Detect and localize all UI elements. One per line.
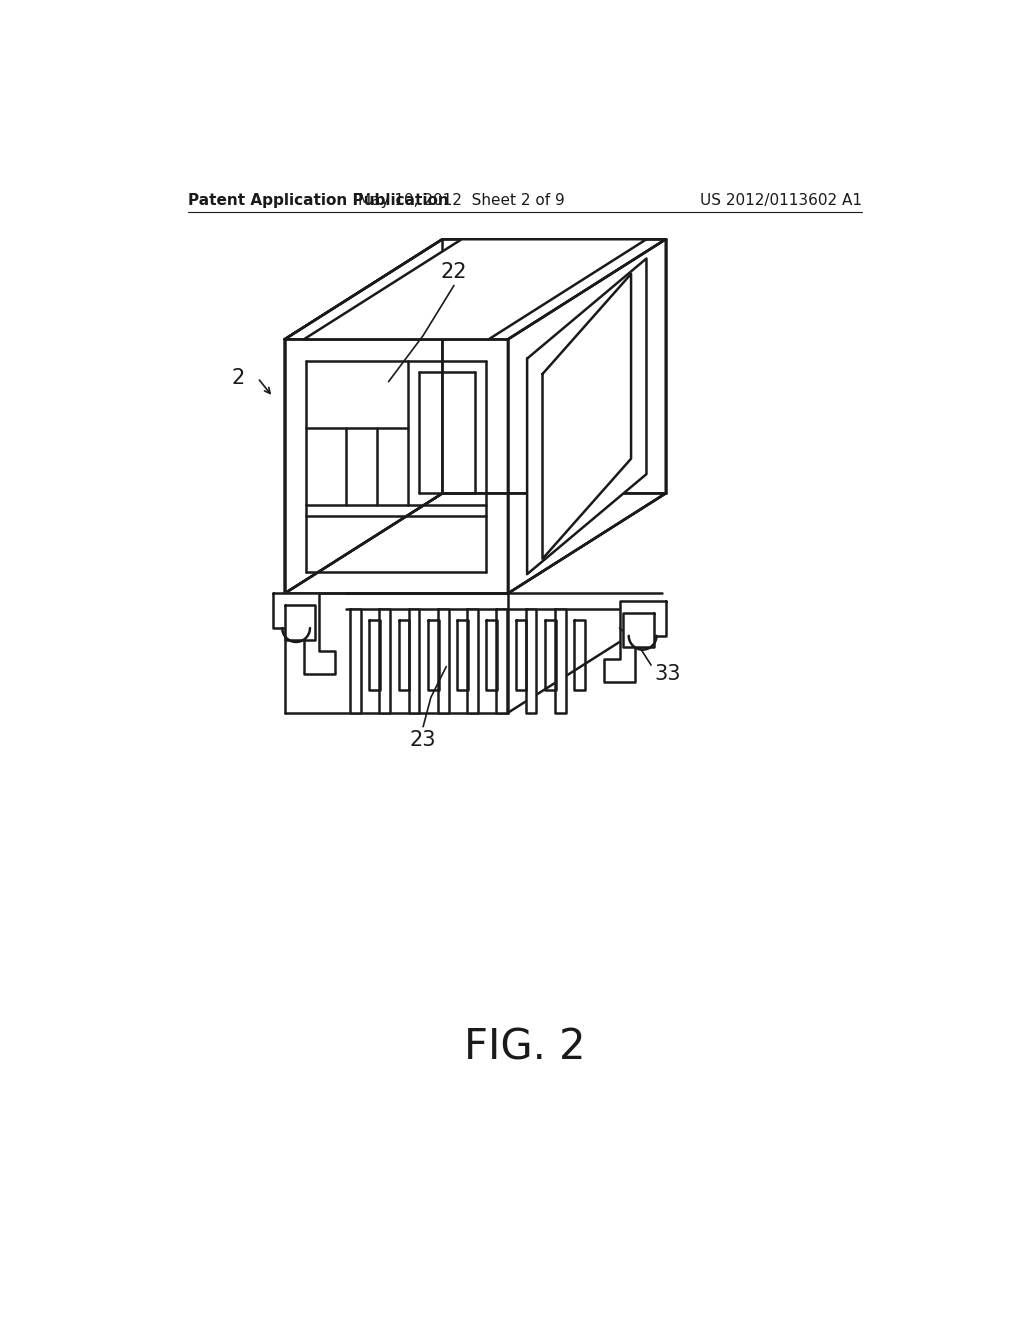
Polygon shape [370, 620, 380, 689]
Text: May 10, 2012  Sheet 2 of 9: May 10, 2012 Sheet 2 of 9 [358, 193, 565, 209]
Polygon shape [486, 620, 497, 689]
Polygon shape [515, 620, 526, 689]
Polygon shape [438, 609, 449, 713]
Polygon shape [604, 601, 666, 682]
Polygon shape [379, 609, 390, 713]
Polygon shape [497, 609, 507, 713]
Polygon shape [285, 605, 315, 640]
Polygon shape [350, 609, 360, 713]
Polygon shape [285, 494, 666, 594]
Polygon shape [285, 239, 442, 594]
Text: 2: 2 [231, 368, 245, 388]
Polygon shape [624, 612, 654, 647]
Text: 22: 22 [440, 263, 467, 282]
Polygon shape [398, 620, 410, 689]
Polygon shape [527, 259, 646, 574]
Polygon shape [508, 239, 666, 594]
Polygon shape [304, 239, 646, 339]
Polygon shape [467, 609, 478, 713]
Polygon shape [555, 609, 565, 713]
Polygon shape [574, 620, 585, 689]
Polygon shape [285, 239, 666, 339]
Polygon shape [543, 275, 631, 558]
Polygon shape [273, 594, 335, 675]
Polygon shape [457, 620, 468, 689]
Text: FIG. 2: FIG. 2 [464, 1027, 586, 1069]
Polygon shape [428, 620, 438, 689]
Text: 33: 33 [654, 664, 681, 684]
Text: 23: 23 [410, 730, 436, 750]
Polygon shape [545, 620, 556, 689]
Polygon shape [525, 609, 537, 713]
Polygon shape [409, 609, 419, 713]
Text: US 2012/0113602 A1: US 2012/0113602 A1 [700, 193, 862, 209]
Text: Patent Application Publication: Patent Application Publication [188, 193, 450, 209]
